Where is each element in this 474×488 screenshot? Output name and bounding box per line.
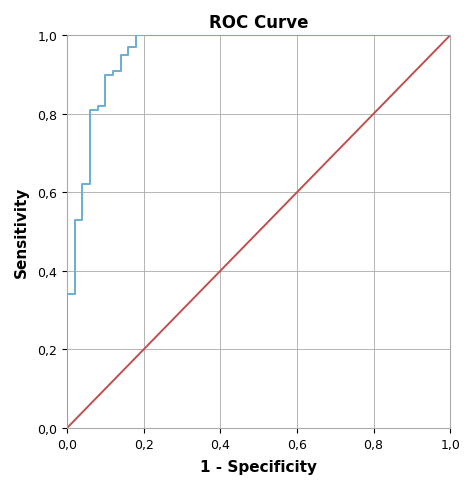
- Title: ROC Curve: ROC Curve: [209, 14, 308, 32]
- Y-axis label: Sensitivity: Sensitivity: [14, 186, 29, 278]
- X-axis label: 1 - Specificity: 1 - Specificity: [200, 459, 317, 474]
